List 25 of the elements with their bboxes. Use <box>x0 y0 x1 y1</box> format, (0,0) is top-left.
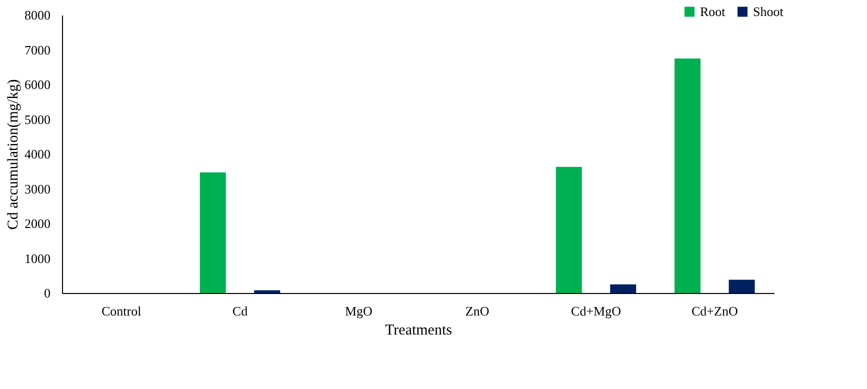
y-tick-label: 0 <box>44 286 50 300</box>
x-tick-label: Cd <box>232 304 248 318</box>
y-tick-label: 1000 <box>24 250 50 266</box>
x-tick-label: Cd+MgO <box>571 304 621 318</box>
bar <box>254 290 280 293</box>
x-tick-label: MgO <box>344 304 372 318</box>
bar <box>674 58 701 293</box>
y-tick-label: 6000 <box>24 77 50 92</box>
bar <box>728 280 755 293</box>
bar <box>556 166 582 293</box>
y-tick-label: 8000 <box>24 8 50 22</box>
bar <box>200 172 226 293</box>
y-tick-label: 7000 <box>24 42 50 58</box>
bar <box>610 284 636 293</box>
y-tick-label: 2000 <box>24 216 50 231</box>
y-tick-label: 5000 <box>24 112 50 127</box>
legend-label: Shoot <box>753 4 784 19</box>
x-tick-label: Control <box>101 304 142 318</box>
legend-label: Root <box>700 4 726 19</box>
y-tick-label: 4000 <box>24 146 50 162</box>
x-tick-label: ZnO <box>465 304 490 318</box>
y-axis-title: Cd accumulation(mg/kg) <box>6 79 22 230</box>
y-tick-label: 3000 <box>24 181 50 196</box>
x-tick-label: Cd+ZnO <box>691 304 738 318</box>
x-axis-title: Treatments <box>385 322 452 338</box>
